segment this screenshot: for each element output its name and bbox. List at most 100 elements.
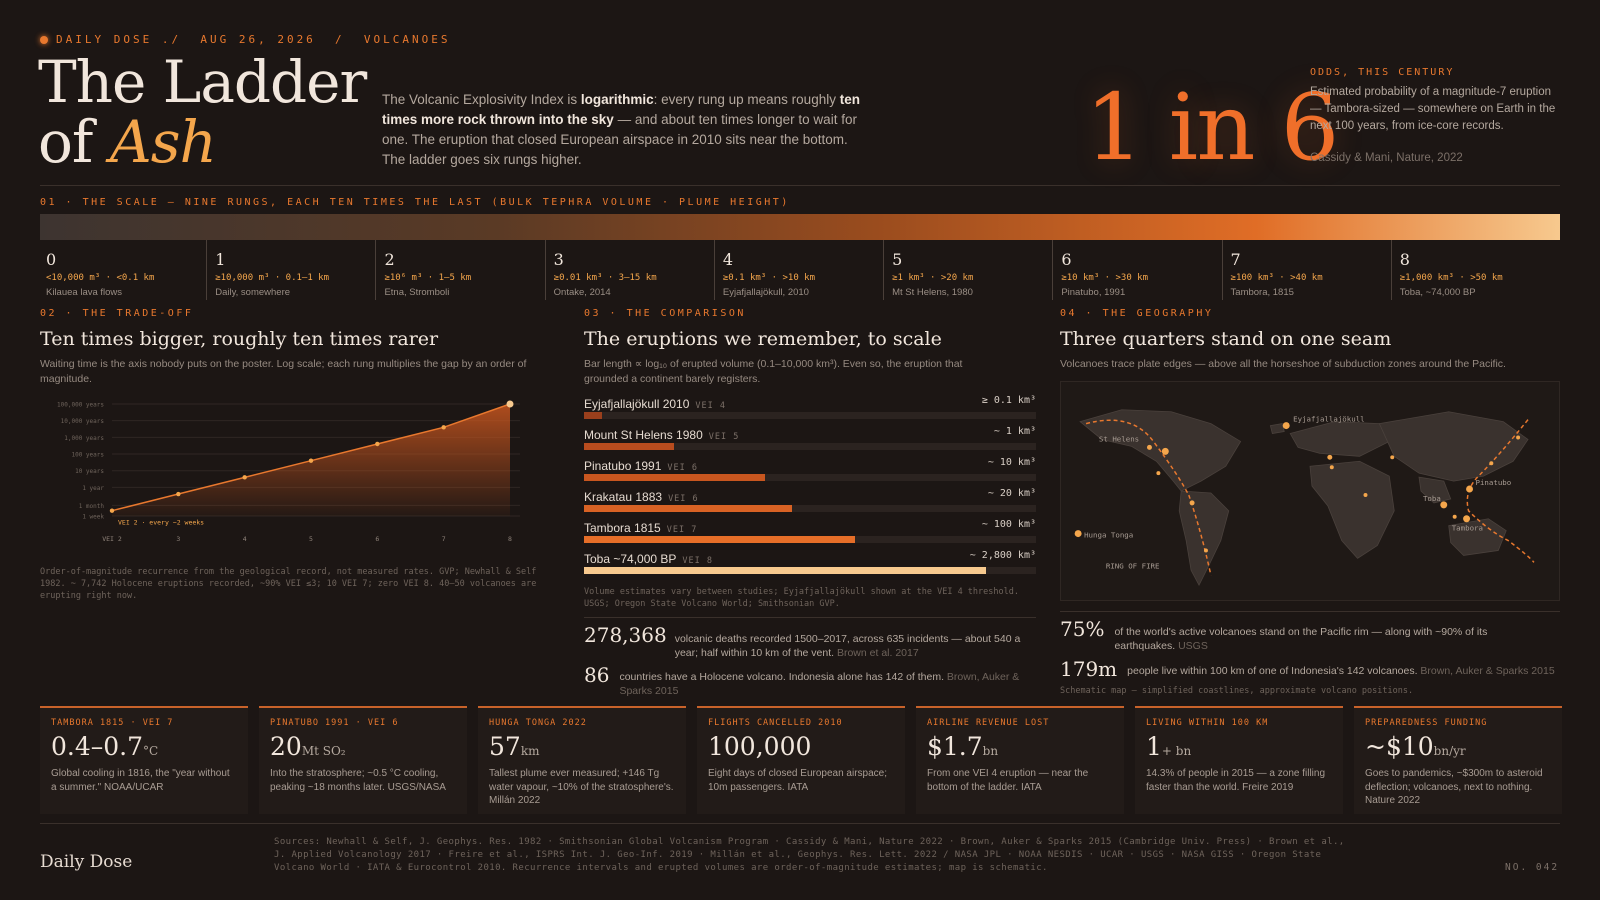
- odds-label: ODDS, THIS CENTURY: [1310, 67, 1455, 78]
- card-label: AIRLINE REVENUE LOST: [927, 718, 1050, 728]
- annotation-vei2: VEI 2 · every ~2 weeks: [118, 519, 204, 527]
- indonesia-stat: 179m people live within 100 km of one of…: [1060, 657, 1560, 681]
- bar-track: [584, 505, 1036, 512]
- asia-shape: [1378, 411, 1529, 482]
- indonesia-text: people live within 100 km of one of Indo…: [1127, 657, 1555, 681]
- vei-rung-6: 6 ≥10 km³ · >30 km Pinatubo, 1991: [1052, 240, 1221, 300]
- divider: [40, 185, 1560, 186]
- eruption-name: Mount St Helens 1980: [584, 428, 703, 442]
- bar-track: [584, 536, 1036, 543]
- map-label-pinatubo: Pinatubo: [1475, 478, 1511, 487]
- card-value-number: 1: [1146, 732, 1162, 761]
- card-value-number: ~$10: [1365, 732, 1434, 761]
- volcano-dot-icon: [1156, 471, 1161, 476]
- eruption-volume: ~ 10 km³: [987, 457, 1036, 468]
- footer-sources: Sources: Newhall & Self, J. Geophys. Res…: [274, 837, 1345, 873]
- volcano-dot-icon: [1516, 435, 1521, 440]
- rung-example: Eyjafjallajökull, 2010: [722, 287, 809, 298]
- card-value: 0.4–0.7°C: [51, 732, 237, 761]
- pacific-desc: of the world's active volcanoes stand on…: [1114, 626, 1488, 652]
- pacific-number: 75%: [1060, 617, 1105, 641]
- iceland-shape: [1269, 423, 1285, 434]
- vei-rung-5: 5 ≥1 km³ · >20 km Mt St Helens, 1980: [883, 240, 1052, 300]
- fact-card: AIRLINE REVENUE LOST $1.7bn From one VEI 4…: [916, 706, 1124, 814]
- tradeoff-title: Ten times bigger, roughly ten times rare…: [40, 328, 439, 350]
- comparison-row: Toba ~74,000 BP VEI 8 ~ 2,800 km³: [584, 550, 1036, 580]
- odds-description: Estimated probability of a magnitude-7 e…: [1310, 86, 1556, 132]
- map-labels: Eyjafjallajökull St Helens Hunga Tonga R…: [1084, 415, 1511, 571]
- intro-text-3: — and about ten times longer to wait for…: [382, 112, 857, 167]
- card-label: TAMBORA 1815 · VEI 7: [51, 718, 174, 728]
- rung-number: 7: [1230, 250, 1241, 269]
- x-tick-label: 3: [176, 535, 180, 543]
- eruption-volume: ~ 2,800 km³: [969, 550, 1036, 561]
- tambora-dot-icon: [1463, 515, 1471, 523]
- eruption-vei: VEI 5: [708, 432, 740, 442]
- y-tick-label: 100 years: [71, 452, 104, 459]
- x-tick-label: 8: [508, 535, 512, 543]
- comparison-subtitle: Bar length ∝ log₁₀ of erupted volume (0.…: [584, 358, 963, 385]
- data-point: [441, 425, 446, 430]
- comparison-section-label: 03 · THE COMPARISON: [584, 308, 746, 319]
- card-description: Into the stratosphere; ~0.5 °C cooling, …: [270, 768, 446, 793]
- eruption-name: Tambora 1815: [584, 521, 661, 535]
- divider: [1060, 611, 1560, 612]
- comparison-row: Mount St Helens 1980 VEI 5 ~ 1 km³: [584, 426, 1036, 456]
- fact-card: HUNGA TONGA 2022 57km Tallest plume ever m…: [478, 706, 686, 814]
- geography-section-label: 04 · THE GEOGRAPHY: [1060, 308, 1214, 319]
- eruption-vei: VEI 8: [682, 556, 714, 566]
- intro-text-1: The Volcanic Explosivity Index is: [382, 92, 581, 107]
- volcano-dot-icon: [1203, 548, 1208, 553]
- map-label-toba: Toba: [1423, 494, 1441, 503]
- eruption-volume: ~ 100 km³: [981, 519, 1036, 530]
- eruption-volume: ~ 1 km³: [993, 426, 1036, 437]
- kicker-text: DAILY DOSE ./ AUG 26, 2026 / VOLCANOES: [56, 33, 451, 46]
- tradeoff-section-label: 02 · THE TRADE-OFF: [40, 308, 194, 319]
- deaths-desc: volcanic deaths recorded 1500–2017, acro…: [674, 633, 1021, 659]
- ring-of-fire-east-line: [1085, 419, 1212, 576]
- st-helens-dot-icon: [1161, 447, 1169, 455]
- issue-number: NO. 042: [1505, 862, 1560, 873]
- africa-shape: [1309, 460, 1395, 559]
- countries-number: 86: [584, 663, 610, 687]
- intro-bold-1: logarithmic: [580, 92, 654, 107]
- card-value-unit: bn/yr: [1433, 744, 1466, 758]
- toba-dot-icon: [1440, 501, 1448, 509]
- x-tick-label: 6: [375, 535, 379, 543]
- pinatubo-dot-icon: [1466, 485, 1474, 493]
- volcano-dot-icon: [1363, 492, 1368, 497]
- vei-rung-1: 1 ≥10,000 m³ · 0.1–1 km Daily, somewhere: [206, 240, 375, 300]
- volcano-dot-icon: [1189, 500, 1195, 506]
- volume-bar: [584, 474, 765, 481]
- bar-track: [584, 443, 1036, 450]
- eruption-vei: VEI 6: [668, 494, 699, 504]
- eruption-vei: VEI 7: [666, 525, 698, 535]
- card-description: 14.3% of people in 2015 — a zone filling…: [1146, 768, 1326, 793]
- y-tick-label: 10 years: [75, 468, 104, 475]
- card-label: PINATUBO 1991 · VEI 6: [270, 718, 399, 728]
- card-value: $1.7bn: [927, 732, 1113, 761]
- volcano-dot-icon: [1146, 444, 1152, 450]
- fact-card: FLIGHTS CANCELLED 2010 100,000 Eight days …: [697, 706, 905, 814]
- comparison-row: Pinatubo 1991 VEI 6 ~ 10 km³: [584, 457, 1036, 487]
- title-line-2: of Ash: [38, 112, 366, 172]
- vei-rung-4: 4 ≥0.1 km³ · >10 km Eyjafjallajökull, 2010: [713, 240, 883, 300]
- hunga-tonga-dot-icon: [1074, 530, 1082, 538]
- eruption-vei: VEI 4: [695, 401, 726, 411]
- divider: [40, 823, 1560, 824]
- pacific-stat: 75% of the world's active volcanoes stan…: [1060, 617, 1560, 653]
- continents: [1079, 409, 1529, 586]
- geography-subtitle: Volcanoes trace plate edges — above all …: [1060, 358, 1506, 370]
- card-value-unit: °C: [143, 744, 159, 758]
- title-ash: Ash: [109, 108, 217, 176]
- area-fill: [112, 404, 510, 516]
- eruption-name: Eyjafjallajökull 2010: [584, 397, 690, 411]
- rung-number: 5: [892, 250, 903, 269]
- card-value-unit: Mt SO₂: [301, 744, 346, 758]
- card-value-number: 57: [489, 732, 521, 761]
- x-tick-label: 5: [309, 535, 313, 543]
- volume-bar: [584, 412, 603, 419]
- fact-card: LIVING WITHIN 100 KM 1+ bn 14.3% of people…: [1135, 706, 1343, 814]
- countries-cite: Brown, Auker & Sparks 2015: [619, 671, 1020, 697]
- rung-example: Pinatubo, 1991: [1061, 287, 1126, 298]
